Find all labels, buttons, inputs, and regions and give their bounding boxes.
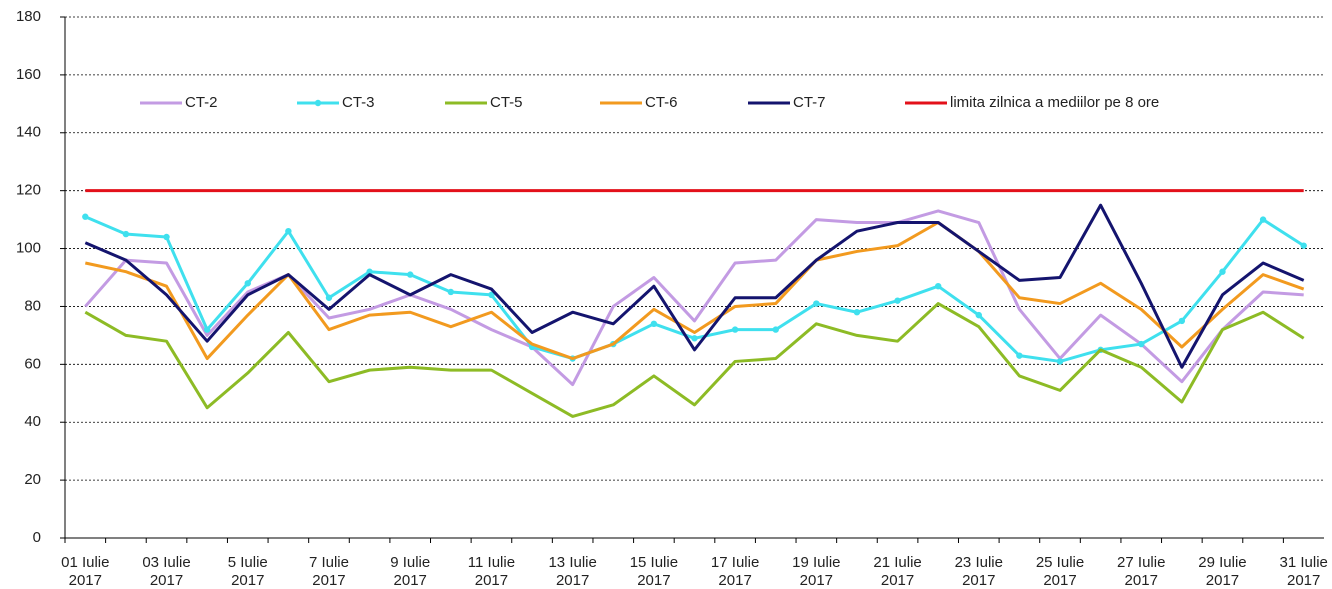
x-tick-label: 03 Iulie 2017 [142,554,191,589]
x-tick-label: 31 Iulie 2017 [1279,554,1328,589]
x-tick-label: 9 Iulie 2017 [390,554,431,589]
legend-label: CT-2 [185,94,218,111]
data-point [447,288,455,296]
x-tick-label: 13 Iulie 2017 [548,554,597,589]
data-point [772,326,779,333]
data-point [203,326,211,333]
x-tick-label: 19 Iulie 2017 [792,554,841,589]
legend-label: CT-7 [793,94,826,111]
series-line [84,302,1305,418]
x-tick-label: 25 Iulie 2017 [1035,554,1085,589]
data-point [1138,340,1145,348]
data-point [1056,358,1064,365]
legend-label: CT-6 [645,94,678,111]
data-point [122,230,130,238]
data-point [82,213,89,220]
data-point [894,297,901,304]
series-line [84,203,1305,369]
x-tick-label: 15 Iulie 2017 [629,554,679,589]
data-point [934,282,942,290]
data-point [1259,216,1267,223]
y-tick-label: 20 [24,471,41,488]
x-tick-label: 7 Iulie 2017 [308,554,349,589]
data-point [244,280,251,287]
x-tick-label: 17 Iulie 2017 [710,554,760,589]
data-point [1300,242,1307,249]
legend-marker [314,99,322,107]
data-point [325,294,333,301]
data-point [488,291,495,299]
data-point [731,326,739,333]
y-tick-label: 100 [16,240,41,257]
legend-label: CT-3 [342,94,375,111]
y-tick-label: 120 [16,182,41,199]
x-tick-label: 5 Iulie 2017 [227,554,268,589]
y-tick-label: 180 [16,8,41,25]
data-point [407,271,414,278]
legend-label: CT-5 [490,94,523,111]
y-tick-label: 160 [16,66,41,83]
legend-label: limita zilnica a mediilor pe 8 ore [950,94,1159,111]
data-point [163,233,170,241]
x-tick-label: 29 Iulie 2017 [1198,554,1247,589]
y-tick-label: 40 [24,413,41,430]
x-tick-label: 23 Iulie 2017 [954,554,1003,589]
data-point [691,335,698,342]
y-tick-label: 60 [24,355,41,372]
data-point [1219,268,1226,275]
x-tick-label: 21 Iulie 2017 [873,554,922,589]
data-point [650,320,658,328]
data-point [813,300,820,307]
x-tick-label: 11 Iulie 2017 [467,554,516,589]
y-tick-label: 140 [16,124,41,141]
data-point [975,311,982,319]
data-point [366,268,373,275]
data-point [1178,317,1186,325]
y-tick-label: 80 [24,297,41,314]
x-tick-label: 27 Iulie 2017 [1117,554,1166,589]
data-point [1016,352,1023,359]
y-tick-label: 0 [33,529,41,546]
data-point [285,227,292,235]
x-tick-label: 01 Iulie 2017 [61,554,110,589]
data-point [853,309,861,316]
